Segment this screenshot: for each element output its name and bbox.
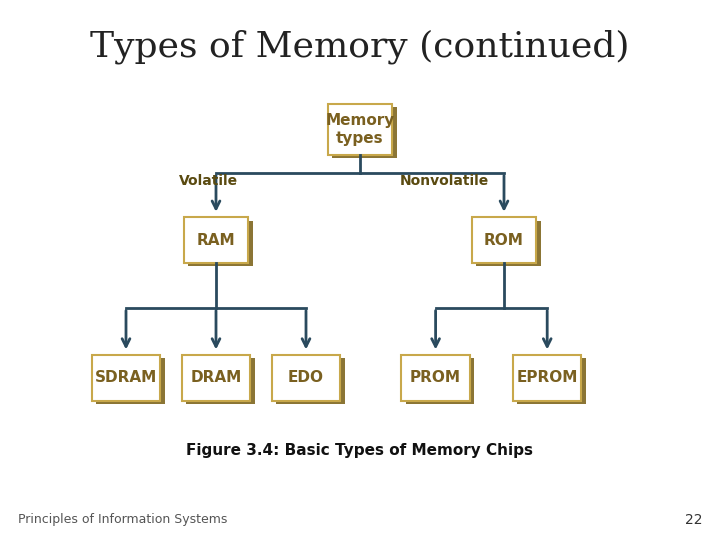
FancyBboxPatch shape — [186, 359, 255, 404]
FancyBboxPatch shape — [476, 220, 541, 266]
FancyBboxPatch shape — [518, 359, 586, 404]
Text: Principles of Information Systems: Principles of Information Systems — [18, 514, 228, 526]
FancyBboxPatch shape — [332, 107, 397, 159]
Text: Volatile: Volatile — [179, 174, 238, 188]
FancyBboxPatch shape — [184, 217, 248, 263]
Text: Memory
types: Memory types — [325, 113, 395, 146]
Text: Types of Memory (continued): Types of Memory (continued) — [90, 30, 630, 64]
FancyBboxPatch shape — [92, 355, 160, 401]
Text: EPROM: EPROM — [516, 370, 578, 386]
Text: RAM: RAM — [197, 233, 235, 248]
FancyBboxPatch shape — [513, 355, 582, 401]
Text: DRAM: DRAM — [190, 370, 242, 386]
Text: ROM: ROM — [484, 233, 524, 248]
FancyBboxPatch shape — [276, 359, 345, 404]
FancyBboxPatch shape — [406, 359, 474, 404]
Text: SDRAM: SDRAM — [95, 370, 157, 386]
FancyBboxPatch shape — [181, 355, 251, 401]
FancyBboxPatch shape — [96, 359, 165, 404]
FancyBboxPatch shape — [472, 217, 536, 263]
Text: PROM: PROM — [410, 370, 461, 386]
Text: Figure 3.4: Basic Types of Memory Chips: Figure 3.4: Basic Types of Memory Chips — [186, 443, 534, 458]
FancyBboxPatch shape — [188, 220, 253, 266]
Text: Nonvolatile: Nonvolatile — [400, 174, 489, 188]
Text: EDO: EDO — [288, 370, 324, 386]
FancyBboxPatch shape — [328, 104, 392, 156]
Text: 22: 22 — [685, 512, 702, 526]
FancyBboxPatch shape — [402, 355, 469, 401]
FancyBboxPatch shape — [272, 355, 341, 401]
